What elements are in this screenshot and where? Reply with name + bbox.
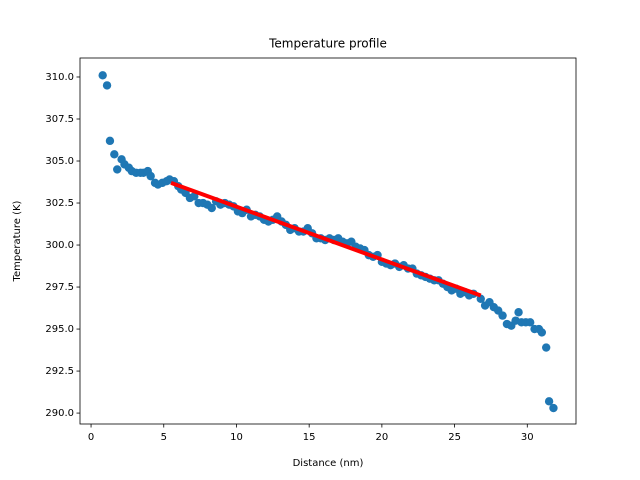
point <box>549 403 558 413</box>
x-tick-label: 20 <box>376 432 389 443</box>
point <box>146 171 155 181</box>
y-tick-label: 295.0 <box>45 324 74 335</box>
y-tick-label: 290.0 <box>45 408 74 419</box>
y-tick-label: 307.5 <box>45 114 74 125</box>
y-tick-label: 292.5 <box>45 366 74 377</box>
x-tick-label: 15 <box>303 432 316 443</box>
point <box>537 328 547 337</box>
point <box>113 165 122 174</box>
point <box>498 311 507 320</box>
y-tick-label: 297.5 <box>45 282 74 293</box>
y-tick-label: 310.0 <box>45 72 74 83</box>
y-axis-label: Temperature (K) <box>12 200 23 282</box>
point <box>105 136 115 146</box>
plot-frame <box>79 57 577 425</box>
x-axis-label: Distance (nm) <box>293 458 364 469</box>
point <box>110 150 119 159</box>
point <box>525 318 535 327</box>
x-tick-label: 25 <box>448 432 461 443</box>
y-tick-label: 302.5 <box>45 198 74 209</box>
point <box>544 397 554 406</box>
point <box>541 343 551 352</box>
point <box>207 203 216 213</box>
x-tick-label: 5 <box>161 432 167 443</box>
x-tick-label: 0 <box>88 432 94 443</box>
point <box>514 308 523 317</box>
x-tick-label: 10 <box>230 432 243 443</box>
x-tick-label: 30 <box>521 432 534 443</box>
y-tick-label: 300.0 <box>45 240 74 251</box>
point <box>102 81 112 90</box>
point <box>98 71 107 80</box>
chart-title: Temperature profile <box>268 37 387 51</box>
y-tick-label: 305.0 <box>45 156 74 167</box>
fit-line <box>170 180 482 298</box>
